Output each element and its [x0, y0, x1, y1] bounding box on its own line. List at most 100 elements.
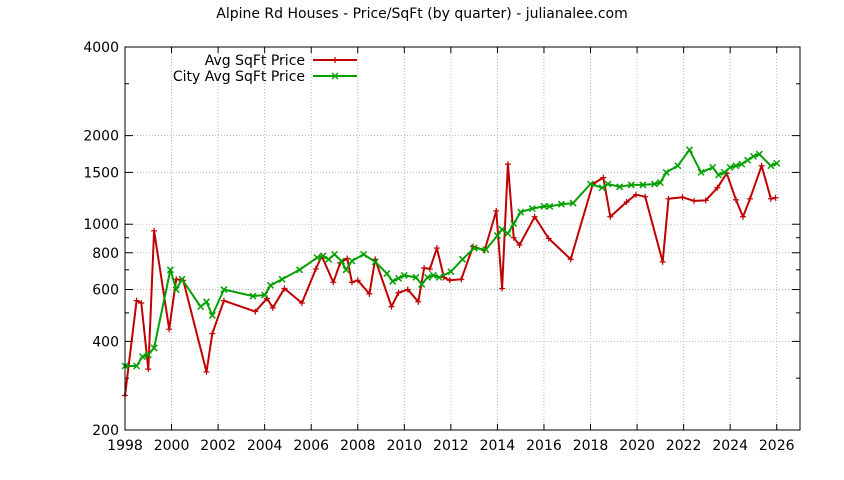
legend-label: City Avg SqFt Price — [173, 69, 305, 85]
data-point — [319, 252, 327, 260]
data-point — [772, 194, 779, 201]
x-tick-label: 2006 — [293, 438, 329, 454]
legend-marker — [332, 57, 338, 63]
x-tick-label: 2004 — [247, 438, 283, 454]
data-point — [702, 197, 709, 204]
data-point — [498, 225, 506, 233]
data-point — [366, 290, 373, 297]
data-point — [758, 162, 765, 169]
data-point — [540, 202, 548, 210]
data-point — [720, 168, 728, 176]
series-2 — [121, 146, 781, 370]
y-tick-label: 1500 — [83, 165, 119, 181]
data-point — [209, 330, 216, 337]
data-point — [504, 161, 511, 168]
data-point — [531, 213, 538, 220]
data-point — [510, 234, 517, 241]
y-tick-label: 600 — [92, 283, 119, 299]
series-1 — [122, 161, 779, 399]
y-tick-label: 4000 — [83, 40, 119, 56]
data-point — [281, 285, 288, 292]
data-point — [389, 277, 397, 285]
data-point — [166, 326, 173, 333]
data-point — [435, 273, 443, 281]
data-point — [330, 279, 337, 286]
data-point — [616, 183, 624, 191]
legend-label: Avg SqFt Price — [205, 53, 305, 69]
data-point — [697, 168, 705, 176]
data-point — [607, 213, 614, 220]
data-point — [659, 258, 666, 265]
data-point — [197, 303, 205, 311]
data-point — [493, 207, 500, 214]
data-point — [330, 250, 339, 258]
data-point — [627, 181, 635, 189]
y-tick-label: 2000 — [83, 129, 119, 145]
data-point — [150, 344, 158, 352]
data-point — [424, 273, 432, 281]
data-point — [726, 163, 734, 171]
data-point — [528, 205, 536, 213]
x-tick-label: 2020 — [619, 438, 655, 454]
data-point — [632, 191, 639, 198]
x-tick-label: 2024 — [712, 438, 748, 454]
x-tick-label: 2018 — [573, 438, 609, 454]
series-layer — [121, 146, 781, 399]
data-point — [744, 156, 752, 164]
x-tick-label: 2014 — [480, 438, 516, 454]
chart-title: Alpine Rd Houses - Price/SqFt (by quarte… — [216, 6, 628, 22]
data-point — [493, 232, 501, 240]
data-point — [510, 220, 518, 228]
data-point — [266, 281, 275, 289]
data-point — [739, 213, 746, 220]
data-point — [348, 279, 355, 286]
data-point — [773, 159, 781, 167]
data-point — [586, 180, 595, 188]
data-point — [133, 362, 141, 370]
data-point — [252, 308, 259, 315]
data-point — [269, 304, 276, 311]
data-point — [767, 162, 775, 170]
x-tick-label: 2008 — [340, 438, 376, 454]
data-point — [755, 150, 763, 158]
y-tick-label: 200 — [92, 423, 119, 439]
data-point — [208, 311, 216, 319]
data-point — [348, 257, 356, 265]
data-point — [249, 292, 257, 300]
data-point — [404, 286, 411, 293]
data-point — [433, 245, 440, 252]
data-point — [133, 297, 140, 304]
data-point — [383, 270, 391, 278]
data-point — [313, 254, 321, 262]
data-point — [426, 265, 433, 272]
data-point — [172, 286, 180, 294]
x-tick-label: 2010 — [386, 438, 422, 454]
data-point — [674, 162, 682, 170]
data-point — [360, 250, 368, 258]
data-point — [203, 368, 210, 375]
data-point — [337, 257, 345, 265]
data-point — [749, 152, 757, 160]
data-point — [642, 193, 649, 200]
axis-ticks: 1998 2000 2002 2004 2006 2008 2010 2012 2014 2016… — [83, 40, 800, 454]
data-point — [639, 181, 647, 189]
data-point — [446, 277, 453, 284]
data-point — [665, 195, 672, 202]
data-point — [447, 268, 455, 276]
data-point — [371, 258, 379, 266]
data-point — [458, 276, 465, 283]
data-point — [458, 255, 467, 263]
data-point — [662, 168, 670, 176]
data-point — [504, 229, 512, 238]
data-point — [298, 300, 305, 307]
minor-ticks — [125, 83, 800, 379]
data-point — [600, 174, 607, 181]
x-tick-label: 2022 — [666, 438, 702, 454]
data-point — [516, 242, 523, 249]
data-point — [567, 256, 574, 263]
data-point — [746, 195, 753, 202]
data-point — [138, 353, 146, 361]
data-point — [656, 179, 664, 187]
data-point — [545, 235, 552, 242]
data-point — [400, 271, 408, 279]
